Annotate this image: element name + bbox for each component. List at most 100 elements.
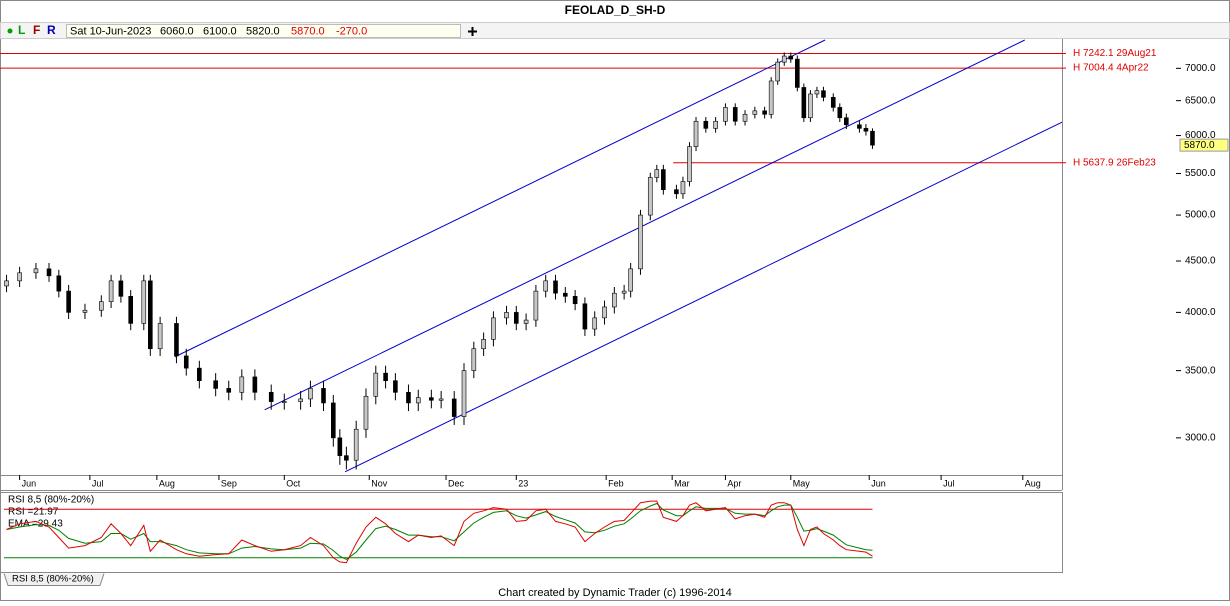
y-tick-label: 3000.0: [1185, 432, 1216, 443]
toolbar-button[interactable]: R: [47, 23, 56, 37]
candle-body: [415, 397, 421, 404]
candle-body: [781, 55, 787, 63]
candle-body: [438, 398, 444, 401]
panel-tab-label[interactable]: RSI 8,5 (80%-20%): [12, 574, 94, 585]
candle-body: [674, 189, 679, 195]
candle-body: [213, 380, 218, 389]
candle-body: [4, 280, 9, 287]
candle-body: [268, 392, 274, 402]
candle-body: [703, 120, 709, 129]
legend-entry: RSI =21.97: [8, 507, 59, 518]
candle-body: [98, 301, 104, 311]
candle-body: [693, 120, 699, 147]
candle-body: [602, 306, 607, 319]
info-close: 5870.0: [291, 25, 325, 37]
x-tick-label: Feb: [608, 478, 624, 488]
x-tick-label: Oct: [286, 478, 301, 488]
candle-body: [337, 437, 343, 456]
candle-body: [654, 169, 660, 178]
y-tick-label: 3500.0: [1185, 365, 1216, 376]
candle-body: [141, 280, 147, 324]
candle-body: [308, 388, 313, 400]
toolbar-button[interactable]: L: [18, 23, 25, 37]
trend-line: [174, 39, 826, 358]
y-tick-label: 7000.0: [1185, 63, 1216, 74]
chart-title: FEOLAD_D_SH-D: [565, 3, 666, 17]
candle-body: [857, 124, 862, 129]
candle-body: [612, 292, 617, 308]
status-dot: [7, 28, 13, 34]
candle-body: [837, 107, 843, 119]
candle-body: [523, 319, 529, 324]
candle-body: [628, 268, 633, 292]
add-button[interactable]: [468, 27, 477, 36]
y-tick-label: 4500.0: [1185, 256, 1216, 267]
y-tick-label: 5500.0: [1185, 168, 1216, 179]
candle-body: [128, 296, 134, 324]
candle-body: [226, 388, 232, 393]
x-tick-label: Dec: [448, 478, 465, 488]
candle-body: [353, 428, 359, 461]
candle-body: [157, 323, 163, 350]
x-tick-label: 23: [518, 478, 528, 488]
candle-body: [46, 268, 52, 277]
panel-tab[interactable]: [3, 573, 105, 586]
x-tick-label: Nov: [371, 478, 388, 488]
x-tick-label: Sep: [221, 478, 237, 488]
info-high: 6100.0: [203, 25, 237, 37]
candle-body: [795, 58, 800, 88]
candle-body: [844, 117, 849, 126]
candle-body: [281, 401, 287, 403]
info-open: 6060.0: [160, 25, 194, 37]
candle-body: [148, 280, 153, 350]
rsi-title: RSI 8,5 (80%-20%): [8, 495, 94, 506]
candle-body: [321, 388, 326, 404]
candle-body: [788, 55, 794, 60]
candle-body: [713, 120, 718, 129]
candle-body: [533, 290, 539, 321]
candle-body: [723, 107, 728, 122]
candle-body: [56, 275, 62, 292]
candle-body: [563, 292, 568, 297]
rsi-line: [6, 500, 873, 564]
candle-body: [481, 339, 486, 350]
candle-body: [513, 312, 519, 324]
candle-body: [118, 280, 124, 297]
candle-body: [762, 110, 767, 115]
candle-body: [429, 397, 434, 401]
toolbar-button[interactable]: F: [33, 23, 40, 37]
candle-body: [821, 90, 826, 98]
trend-line: [264, 39, 1025, 411]
rsi-line: [6, 502, 873, 560]
candle-body: [687, 146, 692, 182]
y-tick-label: 6500.0: [1185, 95, 1216, 106]
y-tick-label: 6000.0: [1185, 130, 1216, 141]
x-tick-label: Mar: [674, 478, 690, 488]
info-change: -270.0: [336, 25, 367, 37]
candle-body: [732, 107, 738, 122]
candle-body: [553, 280, 558, 294]
candle-body: [239, 376, 245, 393]
candle-body: [680, 181, 686, 195]
candle-body: [17, 272, 22, 282]
candle-body: [451, 398, 457, 417]
candle-body: [621, 290, 627, 294]
x-tick-label: Jun: [871, 478, 886, 488]
candle-body: [461, 370, 467, 417]
candle-body: [543, 280, 549, 292]
candle-body: [174, 323, 179, 357]
candle-body: [298, 398, 303, 402]
candle-body: [647, 177, 653, 216]
info-date: Sat 10-Jun-2023: [70, 25, 151, 37]
x-tick-label: Aug: [1025, 478, 1041, 488]
y-tick-label: 5000.0: [1185, 210, 1216, 221]
candle-body: [592, 317, 598, 330]
candle-body: [638, 214, 643, 270]
level-label: H 7004.4 4Apr22: [1073, 63, 1149, 74]
candle-body: [363, 395, 369, 430]
candle-body: [814, 90, 820, 95]
rsi-panel: [0, 492, 1063, 573]
candle-body: [661, 169, 666, 190]
